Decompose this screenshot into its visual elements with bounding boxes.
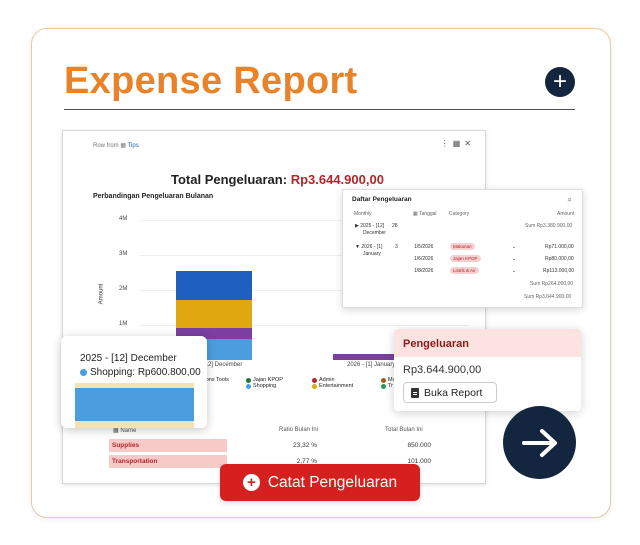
card-title: Pengeluaran <box>403 338 470 350</box>
catat-pengeluaran-button[interactable]: + Catat Pengeluaran <box>220 464 420 501</box>
gridline <box>139 255 469 256</box>
table-row[interactable]: Transportation 2,77 % 101.000 <box>109 455 435 468</box>
tooltip-bar-highlight <box>75 388 194 421</box>
plus-circle-icon: + <box>242 474 260 491</box>
title-divider <box>64 109 575 110</box>
chart-ylabel: Amount <box>98 283 105 305</box>
page-title: Expense Report <box>64 60 358 102</box>
col-amount: Amount <box>557 211 575 217</box>
bar-segment[interactable] <box>176 270 252 301</box>
chevron-down-icon[interactable]: ⌄ <box>512 256 517 262</box>
col-total-header: Total Bulan Ini <box>385 427 423 433</box>
table-icon: ▦ <box>120 143 127 149</box>
search-icon[interactable]: ⌕ <box>567 195 572 204</box>
xtick-december: [12] December <box>203 362 243 368</box>
tooltip-series: Shopping: Rp600.800,00 <box>80 367 201 378</box>
more-icon[interactable]: ⋮ <box>440 139 453 148</box>
chevron-down-icon[interactable]: ⌄ <box>512 244 517 250</box>
close-icon[interactable]: ✕ <box>464 139 475 148</box>
legend-item: Ma <box>381 377 396 383</box>
col-ratio-header: Ratio Bulan Ini <box>279 427 319 433</box>
gridline <box>139 290 469 291</box>
buka-report-button[interactable]: Buka Report <box>403 382 497 403</box>
bar-segment[interactable] <box>176 328 252 339</box>
chart-title: Perbandingan Pengeluaran Bulanan <box>93 193 214 200</box>
bar-segment[interactable] <box>176 300 252 329</box>
panel-toolbar: ⋮▦✕ <box>441 139 475 148</box>
next-arrow-button[interactable] <box>503 406 576 479</box>
card-amount: Rp3.644.900,00 <box>403 364 482 376</box>
pengeluaran-card: Pengeluaran Rp3.644.900,00 Buka Report <box>394 329 581 411</box>
legend-item: Tr <box>381 383 393 389</box>
card-header <box>394 329 581 357</box>
total-expense: Total Pengeluaran: Rp3.644.900,00 <box>171 172 384 187</box>
tooltip-band <box>75 383 194 388</box>
chevron-down-icon[interactable]: ⌄ <box>512 268 517 274</box>
ytick-2m: 2M <box>119 286 128 292</box>
col-tanggal: ▦ Tanggal <box>413 211 437 217</box>
legend-item: Shopping <box>246 383 276 389</box>
tooltip-label: 2025 - [12] December <box>80 353 177 364</box>
legend-item: Jajan KPOP <box>246 377 283 383</box>
add-button[interactable]: + <box>545 67 575 97</box>
bar-segment[interactable] <box>333 353 409 360</box>
legend-item: tions Tools <box>203 377 229 383</box>
view-icon[interactable]: ▦ <box>452 139 465 148</box>
col-monthly: Monthly <box>354 211 372 217</box>
col-category: Category <box>449 211 470 217</box>
row-from-text: Row from ▦ Tips <box>93 143 139 149</box>
arrow-right-icon <box>521 428 557 457</box>
table-row[interactable]: Supplies 23,32 % 850.000 <box>109 439 435 452</box>
expense-list-panel: Daftar Pengeluaran ⌕ Monthly ▦ Tanggal C… <box>342 189 583 308</box>
total-value: Rp3.644.900,00 <box>290 172 384 187</box>
tooltip-band <box>75 421 194 428</box>
group-december[interactable]: ▶ 2025 - [12] <box>355 223 385 229</box>
col-name-header: ▦ Name <box>113 428 137 434</box>
ytick-1m: 1M <box>119 321 128 327</box>
ytick-3m: 3M <box>119 251 128 257</box>
gridline <box>139 220 469 221</box>
xtick-january: 2026 - [1] January <box>347 362 396 368</box>
category-badge: Listrik & Air <box>450 267 479 274</box>
document-icon <box>411 387 419 398</box>
ytick-4m: 4M <box>119 216 128 222</box>
plus-icon: + <box>552 68 567 95</box>
list-title: Daftar Pengeluaran <box>352 196 412 203</box>
tips-link[interactable]: Tips <box>127 143 139 149</box>
legend-item: Entertainment <box>312 383 353 389</box>
chart-tooltip: 2025 - [12] December Shopping: Rp600.800… <box>61 336 207 428</box>
category-badge: Makanan <box>450 243 475 250</box>
series-dot-icon <box>80 369 87 376</box>
gridline <box>139 325 469 326</box>
group-january[interactable]: ▼ 2026 - [1] <box>355 244 383 250</box>
legend-item: Admin <box>312 377 335 383</box>
category-badge: Jajan KPOP <box>450 255 481 262</box>
